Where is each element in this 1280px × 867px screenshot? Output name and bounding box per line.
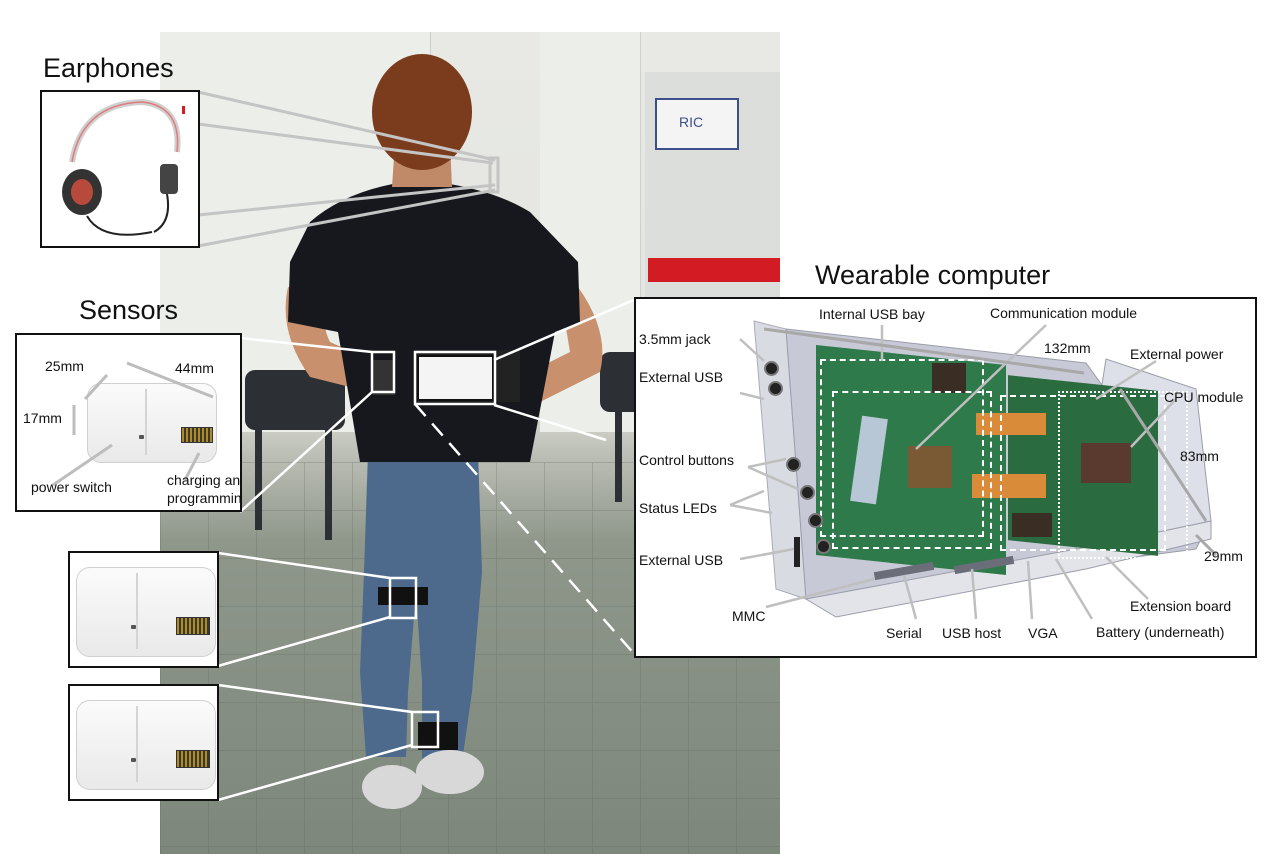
chair-left-leg <box>255 430 262 530</box>
power-switch-icon <box>131 758 136 762</box>
power-switch-label: power switch <box>31 479 112 495</box>
sensor-unit <box>87 383 217 463</box>
wall-sign: RIC <box>655 98 739 150</box>
connector-icon <box>176 617 210 635</box>
power-switch-icon <box>131 625 136 629</box>
sensor-seam <box>145 389 147 455</box>
sensor-seam <box>136 706 138 782</box>
chair-right-leg <box>615 412 622 502</box>
jack-port-icon <box>764 361 779 376</box>
ankle-sensor-box <box>68 684 219 801</box>
leader-lines <box>729 324 1218 620</box>
usb-slot-icon <box>794 537 800 567</box>
cpu-chip <box>1081 443 1131 483</box>
height-label: 29mm <box>1204 548 1243 564</box>
control-button-icon <box>816 539 831 554</box>
vga-label: VGA <box>1028 625 1058 641</box>
cpu-module-outline <box>1000 395 1166 551</box>
power-switch-icon <box>139 435 144 439</box>
comm-chip <box>908 446 952 488</box>
sensor-unit <box>76 567 216 657</box>
comm-module-outline <box>832 391 992 549</box>
control-button-icon <box>800 485 815 500</box>
sensor-width-label: 25mm <box>45 358 84 374</box>
flex-cable <box>972 474 1046 498</box>
sensor-length-label: 44mm <box>175 360 214 376</box>
control-button-icon <box>786 457 801 472</box>
capacitor-chip <box>932 363 966 393</box>
communication-module-label: Communication module <box>990 305 1138 321</box>
charging-label-1: charging and <box>167 472 242 488</box>
wall-sign-text: RIC <box>679 114 704 130</box>
extension-board-label: Extension board <box>1130 598 1232 614</box>
wearable-computer-title: Wearable computer <box>815 260 1051 290</box>
control-buttons-label: Control buttons <box>639 452 734 468</box>
cpu-module-label: CPU module <box>1164 389 1244 405</box>
width-label: 83mm <box>1180 448 1219 464</box>
internal-usb-bay-label: Internal USB bay <box>819 306 925 322</box>
jack-label: 3.5mm jack <box>639 331 711 347</box>
connector-icon <box>181 427 213 443</box>
control-button-icon <box>808 513 823 528</box>
external-power-label: External power <box>1130 346 1224 362</box>
dimension-arrows <box>52 361 214 487</box>
external-usb-label-top: External USB <box>639 369 724 385</box>
chair-left-leg <box>325 430 332 540</box>
sensor-detail-box: 25mm 44mm 17mm power switch charging and… <box>15 333 242 512</box>
usb-bay-outline <box>820 359 984 537</box>
wearable-computer-box: 3.5mm jack External USB Control buttons … <box>634 297 1257 658</box>
battery-label: Battery (underneath) <box>1096 624 1225 640</box>
capacitor-chip <box>1012 513 1052 537</box>
status-leds-label: Status LEDs <box>639 500 717 516</box>
person-figure <box>285 54 603 809</box>
charging-label-2: programming <box>167 490 242 506</box>
usb-port-icon <box>768 381 783 396</box>
red-stripe <box>648 258 780 282</box>
headphones-icon <box>62 98 185 236</box>
sensor-seam <box>136 573 138 649</box>
sensor-body <box>87 383 217 463</box>
sensor-height-label: 17mm <box>23 410 62 426</box>
connector-icon <box>176 750 210 768</box>
sensors-title: Sensors <box>79 295 179 325</box>
earphones-box <box>40 90 200 248</box>
external-usb-label-bottom: External USB <box>639 552 724 568</box>
flex-cable <box>976 413 1046 435</box>
mmc-label: MMC <box>732 608 766 624</box>
usb-host-label: USB host <box>942 625 1002 641</box>
sensor-unit <box>76 700 216 790</box>
earphones-title: Earphones <box>43 53 174 83</box>
serial-label: Serial <box>886 625 922 641</box>
sensor-body <box>76 567 216 657</box>
sensor-body <box>76 700 216 790</box>
length-label: 132mm <box>1044 340 1091 356</box>
knee-sensor-box <box>68 551 219 668</box>
